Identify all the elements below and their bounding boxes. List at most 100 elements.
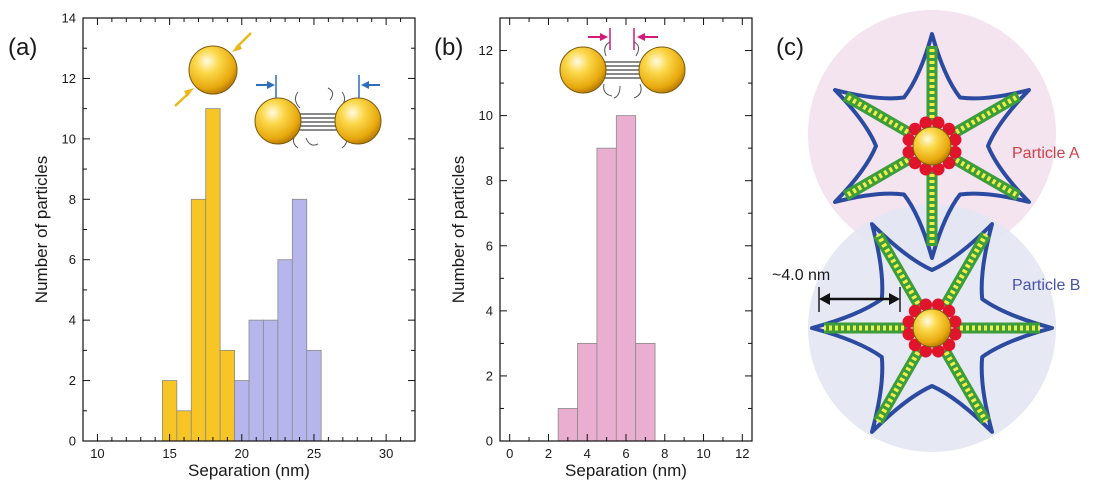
histogram-bar — [176, 410, 192, 442]
linker-bead — [942, 122, 956, 136]
histogram-bar — [190, 198, 207, 442]
histogram-bar — [277, 259, 293, 442]
gold-core-icon — [912, 126, 952, 166]
y-tick-label: 0 — [69, 434, 76, 449]
histogram-bar — [205, 108, 221, 442]
x-tick-label: 12 — [735, 446, 749, 461]
linker-bead — [948, 145, 962, 159]
dna-base-pairs — [940, 345, 989, 423]
x-tick-label: 10 — [90, 446, 104, 461]
histogram-bar — [306, 349, 322, 442]
panel-b: (b) 0 2 4 6 8 10 12 0 2 4 6 8 10 12 Separation (nm) Num… — [420, 0, 760, 482]
x-tick-label: 15 — [162, 446, 176, 461]
y-tick-label: 14 — [62, 11, 76, 26]
single-particle-inset — [174, 32, 252, 107]
x-tick-label: 20 — [235, 446, 249, 461]
histogram-bar — [291, 198, 308, 442]
dna-base-pairs — [875, 345, 924, 423]
y-tick-label: 4 — [69, 313, 76, 328]
histogram-bar — [234, 380, 250, 442]
linker-bead — [931, 116, 945, 130]
histogram-bar — [161, 380, 178, 442]
x-axis-title: Separation (nm) — [565, 461, 687, 480]
y-axis-title: Number of particles — [449, 156, 468, 303]
linker-bead — [902, 133, 916, 147]
histogram-b: 0 2 4 6 8 10 12 0 2 4 6 8 10 12 Separation (nm) Number … — [449, 17, 753, 480]
histogram-bar — [219, 349, 235, 442]
linker-bead — [919, 344, 933, 358]
histogram-bar — [263, 319, 279, 442]
linker-bead — [902, 327, 916, 341]
x-tick-label: 6 — [622, 446, 629, 461]
linker-bead — [942, 304, 956, 318]
linker-bead — [948, 315, 962, 329]
gold-particle-icon — [559, 46, 607, 94]
particle-diagram: Particle A Particle B ~4.0 nm — [772, 10, 1080, 452]
y-tick-label: 0 — [486, 434, 493, 449]
y-tick-label: 12 — [479, 43, 493, 58]
dna-base-pairs — [940, 233, 989, 311]
y-tick-label: 10 — [479, 108, 493, 123]
linker-bead — [902, 315, 916, 329]
y-tick-label: 6 — [69, 252, 76, 267]
y-axis-title: Number of particles — [32, 156, 51, 303]
gold-particle-icon — [334, 97, 382, 145]
label-particle-b: Particle B — [1012, 277, 1080, 294]
particle-a — [833, 32, 1031, 260]
linker-bead — [942, 156, 956, 170]
linker-bead — [931, 162, 945, 176]
linker-bead — [908, 122, 922, 136]
arrowhead-icon — [184, 88, 194, 97]
linker-bead — [902, 145, 916, 159]
label-particle-a: Particle A — [1012, 145, 1080, 162]
gold-particle-icon — [638, 46, 686, 94]
ligand-shell-outline — [810, 222, 1054, 434]
panel-label-c: (c) — [776, 34, 804, 61]
close-dimer-inset — [559, 28, 686, 99]
gold-particle-icon — [254, 97, 302, 145]
dna-base-pairs — [949, 154, 1020, 199]
histogram-bar — [615, 115, 637, 442]
y-tick-label: 8 — [69, 192, 76, 207]
linker-bead — [931, 344, 945, 358]
linker-bead — [919, 162, 933, 176]
y-tick-label: 4 — [486, 303, 493, 318]
histogram-bar — [248, 319, 264, 442]
x-tick-label: 0 — [506, 446, 513, 461]
histogram-bar — [557, 408, 578, 442]
gold-core-icon — [912, 308, 952, 348]
y-tick-label: 10 — [62, 131, 76, 146]
dna-base-pairs — [875, 233, 924, 311]
dimer-inset — [254, 75, 382, 149]
panel-a: (a) 0 2 4 6 8 10 12 14 10 15 20 25 30 Separation (nm)… — [0, 0, 420, 482]
x-tick-label: 8 — [661, 446, 668, 461]
panel-label-a: (a) — [8, 34, 38, 61]
x-tick-label: 25 — [307, 446, 321, 461]
x-axis-title: Separation (nm) — [188, 461, 310, 480]
label-measurement: ~4.0 nm — [772, 267, 830, 284]
linker-bead — [919, 298, 933, 312]
linker-bead — [919, 116, 933, 130]
linker-bead — [942, 338, 956, 352]
y-tick-label: 8 — [486, 173, 493, 188]
linker-bead — [931, 298, 945, 312]
linker-bead — [908, 304, 922, 318]
linker-bead — [908, 156, 922, 170]
ligand-shell-outline — [833, 32, 1031, 260]
x-tick-label: 30 — [379, 446, 393, 461]
y-tick-label: 2 — [486, 368, 493, 383]
panel-c: (c) Particle A Particle B ~4.0 nm — [760, 0, 1106, 482]
y-tick-label: 12 — [62, 71, 76, 86]
x-tick-label: 4 — [584, 446, 591, 461]
histogram-a: 0 2 4 6 8 10 12 14 10 15 20 25 30 Separation (nm) Numb… — [32, 11, 416, 480]
particle-b — [810, 222, 1054, 434]
x-tick-label: 10 — [696, 446, 710, 461]
panel-label-b: (b) — [434, 34, 464, 61]
arrowhead-icon — [232, 43, 242, 52]
linker-bead — [908, 338, 922, 352]
x-tick-label: 2 — [545, 446, 552, 461]
dna-base-pairs — [949, 93, 1020, 138]
linker-bead — [948, 133, 962, 147]
histogram-bar — [596, 147, 617, 442]
linker-bead — [948, 327, 962, 341]
